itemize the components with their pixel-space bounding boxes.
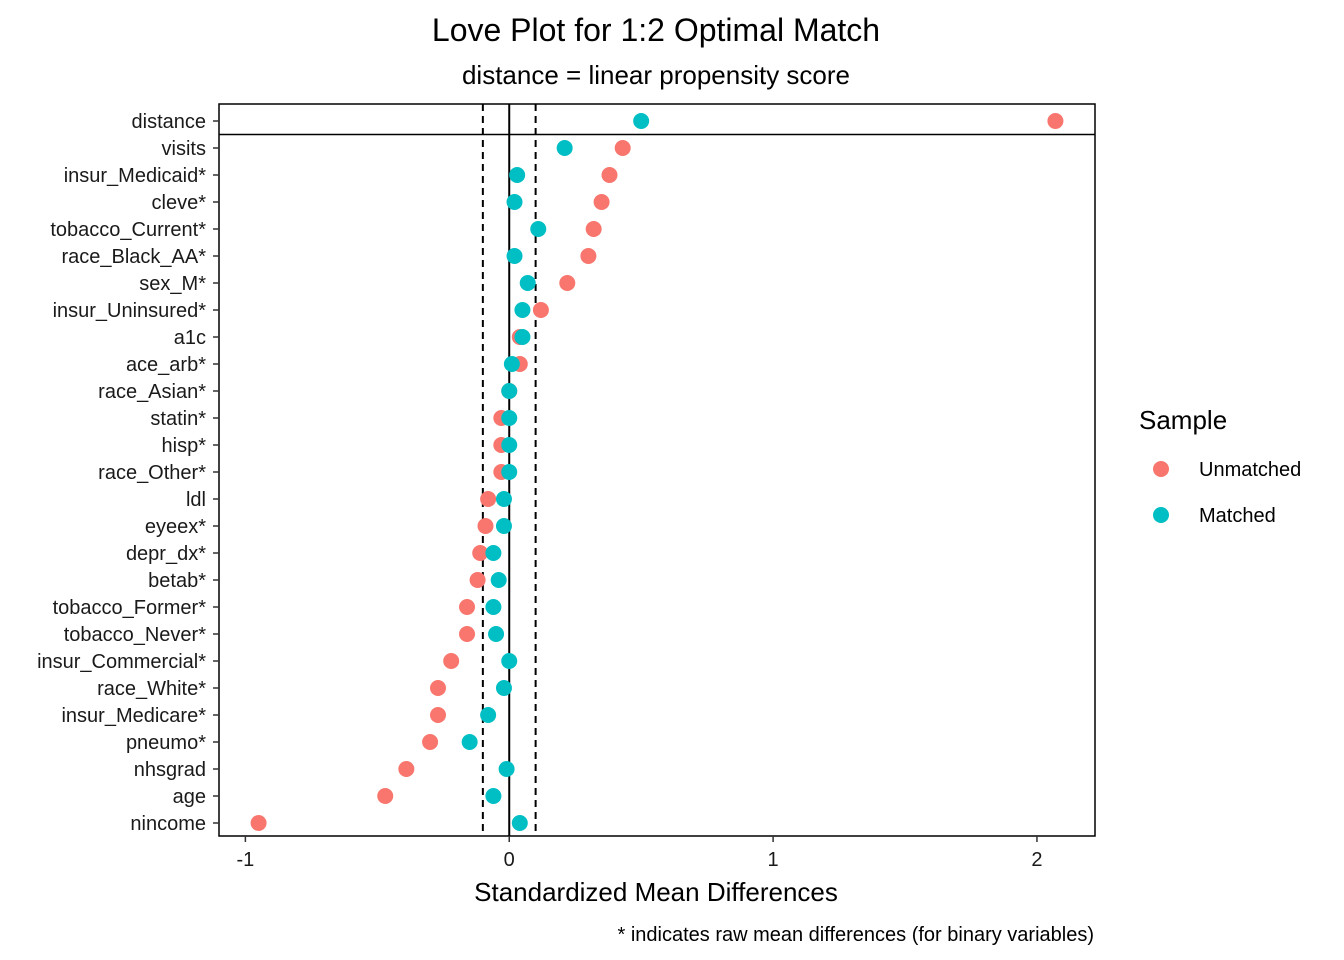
point-unmatched (477, 518, 494, 534)
point-unmatched (422, 734, 439, 750)
point-matched (633, 113, 650, 129)
plot-border (218, 103, 1096, 837)
point-matched (506, 194, 523, 210)
y-tick-label: ldl (186, 489, 206, 511)
y-tick-label: depr_dx* (126, 543, 206, 565)
point-unmatched (250, 815, 267, 831)
point-unmatched (585, 221, 602, 237)
point-matched (495, 491, 512, 507)
point-matched (503, 356, 520, 372)
y-tick-label: distance (132, 111, 207, 133)
point-matched (514, 329, 531, 345)
point-unmatched (472, 545, 489, 561)
point-matched (485, 545, 502, 561)
legend: Sample Unmatched Matched (1139, 405, 1301, 527)
y-tick-label: hisp* (162, 435, 207, 457)
point-matched (490, 572, 507, 588)
y-tick-label: tobacco_Current* (50, 219, 206, 241)
point-matched (501, 653, 518, 669)
y-tick-label: insur_Uninsured* (53, 300, 207, 322)
y-tick-label: cleve* (152, 192, 207, 214)
point-unmatched (443, 653, 460, 669)
point-matched (480, 707, 497, 723)
y-tick-label: betab* (148, 570, 206, 592)
point-matched (509, 167, 526, 183)
point-unmatched (559, 275, 576, 291)
point-unmatched (430, 707, 446, 723)
y-tick-label: tobacco_Former* (53, 597, 207, 619)
point-matched (511, 815, 528, 831)
point-unmatched (459, 626, 476, 642)
point-unmatched (469, 572, 486, 588)
x-tick-label: 1 (768, 849, 779, 871)
x-tick-label: 2 (1031, 849, 1042, 871)
y-tick-label: nincome (130, 813, 206, 835)
chart-subtitle: distance = linear propensity score (462, 60, 850, 90)
point-unmatched (1047, 113, 1064, 129)
y-tick-label: race_Other* (98, 462, 206, 484)
point-unmatched (430, 680, 446, 696)
point-unmatched (601, 167, 618, 183)
legend-title: Sample (1139, 405, 1227, 435)
point-matched (501, 410, 518, 426)
point-unmatched (614, 140, 631, 156)
point-matched (556, 140, 573, 156)
point-matched (495, 518, 512, 534)
point-matched (495, 680, 512, 696)
y-tick-label: race_Black_AA* (61, 246, 206, 268)
point-unmatched (398, 761, 415, 777)
y-tick-label: pneumo* (126, 732, 206, 754)
x-tick-label: -1 (236, 849, 254, 871)
point-matched (506, 248, 523, 264)
legend-label-unmatched: Unmatched (1199, 459, 1301, 481)
y-tick-label: nhsgrad (134, 759, 206, 781)
legend-label-matched: Matched (1199, 505, 1276, 527)
x-tick-label: 0 (504, 849, 515, 871)
y-tick-label: age (173, 786, 206, 808)
y-tick-label: insur_Medicaid* (64, 165, 207, 187)
point-matched (461, 734, 478, 750)
point-matched (485, 788, 502, 804)
plot-area: distance visits insur_Medicaid* cleve* tobac… (37, 103, 1096, 871)
point-unmatched (480, 491, 497, 507)
point-unmatched (377, 788, 394, 804)
chart-caption: * indicates raw mean differences (for bi… (617, 924, 1094, 946)
y-tick-label: race_Asian* (98, 381, 206, 403)
point-matched (485, 599, 502, 615)
legend-marker-unmatched (1153, 461, 1169, 477)
point-unmatched (580, 248, 597, 264)
y-tick-label: statin* (150, 408, 206, 430)
y-tick-label: tobacco_Never* (64, 624, 207, 646)
point-matched (488, 626, 505, 642)
y-tick-label: insur_Medicare* (61, 705, 206, 727)
point-matched (530, 221, 547, 237)
y-tick-label: race_White* (97, 678, 206, 700)
point-matched (501, 464, 518, 480)
y-tick-label: visits (162, 138, 206, 160)
point-unmatched (532, 302, 549, 318)
legend-marker-matched (1153, 507, 1169, 523)
x-axis-title: Standardized Mean Differences (474, 877, 838, 907)
y-tick-label: a1c (174, 327, 206, 349)
y-tick-label: ace_arb* (126, 354, 206, 376)
point-unmatched (459, 599, 476, 615)
point-matched (514, 302, 531, 318)
y-tick-label: sex_M* (139, 273, 206, 295)
point-matched (501, 383, 518, 399)
chart-title: Love Plot for 1:2 Optimal Match (432, 12, 880, 48)
y-tick-label: insur_Commercial* (37, 651, 206, 673)
point-matched (498, 761, 515, 777)
point-unmatched (593, 194, 610, 210)
point-matched (501, 437, 518, 453)
point-matched (519, 275, 536, 291)
y-tick-label: eyeex* (145, 516, 206, 538)
